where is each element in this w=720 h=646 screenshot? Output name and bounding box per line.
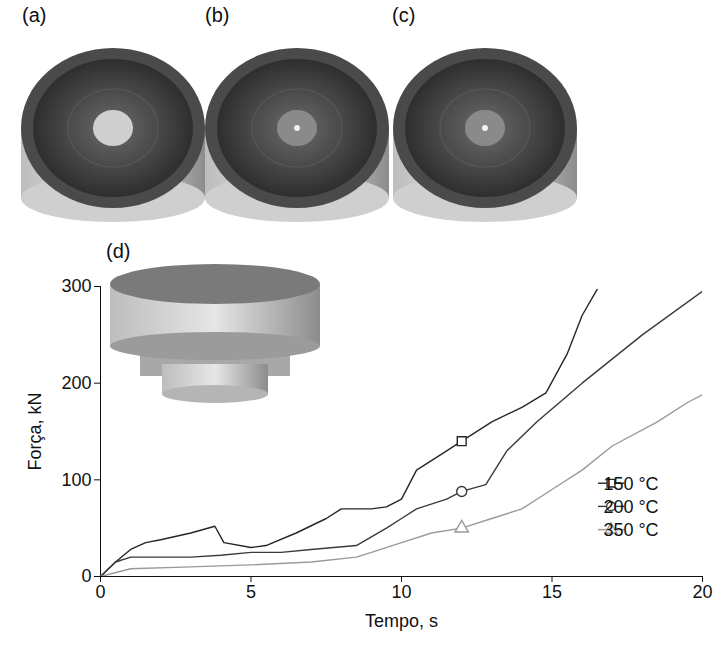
svg-text:300: 300 bbox=[61, 276, 91, 296]
svg-text:(b): (b) bbox=[205, 4, 229, 26]
svg-text:Força, kN: Força, kN bbox=[25, 392, 45, 470]
svg-text:0: 0 bbox=[81, 566, 91, 586]
svg-text:350 °C: 350 °C bbox=[603, 520, 658, 540]
svg-text:(a): (a) bbox=[22, 4, 46, 26]
svg-text:0: 0 bbox=[95, 582, 105, 602]
svg-text:5: 5 bbox=[246, 582, 256, 602]
svg-text:10: 10 bbox=[391, 582, 411, 602]
svg-text:150 °C: 150 °C bbox=[603, 474, 658, 494]
svg-text:20: 20 bbox=[692, 582, 712, 602]
svg-text:100: 100 bbox=[61, 470, 91, 490]
svg-text:15: 15 bbox=[542, 582, 562, 602]
svg-text:(d): (d) bbox=[106, 240, 130, 262]
svg-text:200 °C: 200 °C bbox=[603, 497, 658, 517]
svg-text:(c): (c) bbox=[392, 4, 415, 26]
svg-text:200: 200 bbox=[61, 373, 91, 393]
svg-text:Tempo, s: Tempo, s bbox=[365, 611, 438, 631]
